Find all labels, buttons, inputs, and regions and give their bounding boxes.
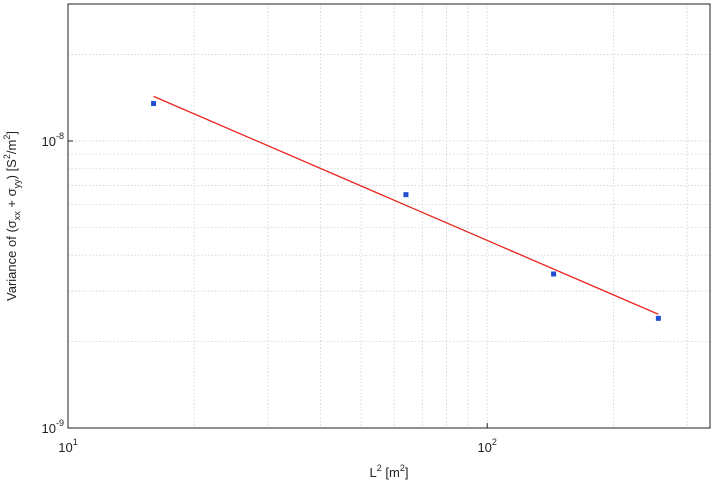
x-label-part: 2	[377, 463, 382, 473]
tick-base: 10	[42, 421, 56, 436]
y-label-part: ) [S	[4, 159, 19, 180]
y-label-part: Variance of (σ	[4, 220, 19, 301]
data-point	[151, 101, 157, 107]
y-label-part: 2	[2, 135, 12, 140]
y-axis-label: Variance of (σxx + σyy) [S2/m2]	[2, 131, 22, 301]
fit-line	[153, 95, 659, 315]
tick-exponent: 1	[73, 437, 78, 447]
tick-exponent: -9	[56, 418, 64, 428]
tick-base: 10	[42, 134, 56, 149]
x-label-part: 2	[400, 463, 405, 473]
x-label-part: L	[370, 465, 377, 480]
y-label-part: xx	[12, 211, 22, 221]
x-axis-label: L2 [m2]	[370, 463, 409, 480]
data-point	[403, 192, 409, 198]
x-label-part: [m	[382, 465, 400, 480]
y-label-part: + σ	[4, 188, 19, 211]
y-tick-label: 10-9	[42, 418, 64, 436]
tick-exponent: -8	[56, 131, 64, 141]
tick-base: 10	[477, 440, 491, 455]
x-label-part: ]	[405, 465, 409, 480]
y-label-part: 2	[2, 154, 12, 159]
data-point	[551, 271, 557, 277]
plot-frame	[67, 3, 711, 429]
data-point	[655, 315, 661, 321]
y-label-part: /m	[4, 140, 19, 154]
y-label-part: yy	[12, 179, 22, 189]
x-tick-label: 101	[58, 437, 77, 455]
tick-exponent: 2	[492, 437, 497, 447]
y-tick-label: 10-8	[42, 131, 64, 149]
x-tick-label: 102	[477, 437, 496, 455]
tick-base: 10	[58, 440, 72, 455]
y-label-part: ]	[4, 131, 19, 135]
